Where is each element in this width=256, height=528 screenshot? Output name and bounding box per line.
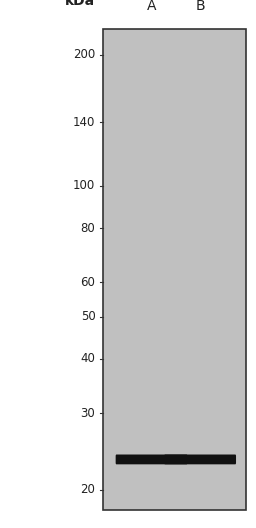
- Text: A: A: [147, 0, 156, 13]
- Text: 30: 30: [81, 407, 95, 420]
- Text: 140: 140: [73, 116, 95, 129]
- Text: 100: 100: [73, 180, 95, 192]
- Text: B: B: [195, 0, 205, 13]
- Text: 200: 200: [73, 49, 95, 61]
- Text: 40: 40: [80, 353, 95, 365]
- FancyBboxPatch shape: [116, 455, 187, 464]
- Text: 80: 80: [81, 222, 95, 234]
- Text: 50: 50: [81, 310, 95, 323]
- Bar: [103, 29, 246, 510]
- Text: kDa: kDa: [65, 0, 95, 8]
- Text: 60: 60: [80, 276, 95, 289]
- FancyBboxPatch shape: [164, 455, 236, 464]
- Text: 20: 20: [80, 483, 95, 496]
